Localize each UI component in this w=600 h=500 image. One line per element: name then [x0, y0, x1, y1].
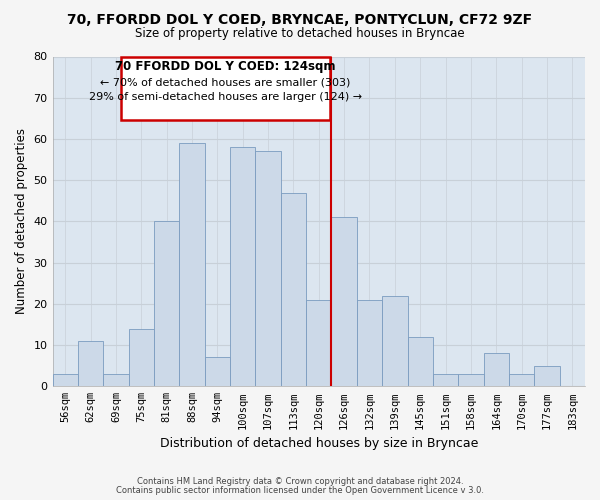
Text: 70 FFORDD DOL Y COED: 124sqm: 70 FFORDD DOL Y COED: 124sqm: [115, 60, 336, 74]
Text: 70, FFORDD DOL Y COED, BRYNCAE, PONTYCLUN, CF72 9ZF: 70, FFORDD DOL Y COED, BRYNCAE, PONTYCLU…: [67, 12, 533, 26]
Bar: [205, 358, 230, 386]
Bar: [509, 374, 534, 386]
Bar: [230, 147, 256, 386]
Bar: [458, 374, 484, 386]
Bar: [53, 374, 78, 386]
Text: Contains HM Land Registry data © Crown copyright and database right 2024.: Contains HM Land Registry data © Crown c…: [137, 477, 463, 486]
Bar: [534, 366, 560, 386]
Bar: [128, 328, 154, 386]
Bar: [382, 296, 407, 386]
X-axis label: Distribution of detached houses by size in Bryncae: Distribution of detached houses by size …: [160, 437, 478, 450]
Bar: [179, 143, 205, 386]
Bar: [256, 152, 281, 386]
Bar: [331, 218, 357, 386]
Bar: [484, 354, 509, 386]
Bar: [357, 300, 382, 386]
Bar: [78, 341, 103, 386]
Bar: [281, 192, 306, 386]
FancyBboxPatch shape: [121, 58, 330, 120]
Text: Size of property relative to detached houses in Bryncae: Size of property relative to detached ho…: [135, 28, 465, 40]
Text: 29% of semi-detached houses are larger (124) →: 29% of semi-detached houses are larger (…: [89, 92, 362, 102]
Text: Contains public sector information licensed under the Open Government Licence v : Contains public sector information licen…: [116, 486, 484, 495]
Bar: [407, 337, 433, 386]
Text: ← 70% of detached houses are smaller (303): ← 70% of detached houses are smaller (30…: [100, 77, 351, 87]
Bar: [103, 374, 128, 386]
Bar: [306, 300, 331, 386]
Bar: [154, 222, 179, 386]
Y-axis label: Number of detached properties: Number of detached properties: [15, 128, 28, 314]
Bar: [433, 374, 458, 386]
